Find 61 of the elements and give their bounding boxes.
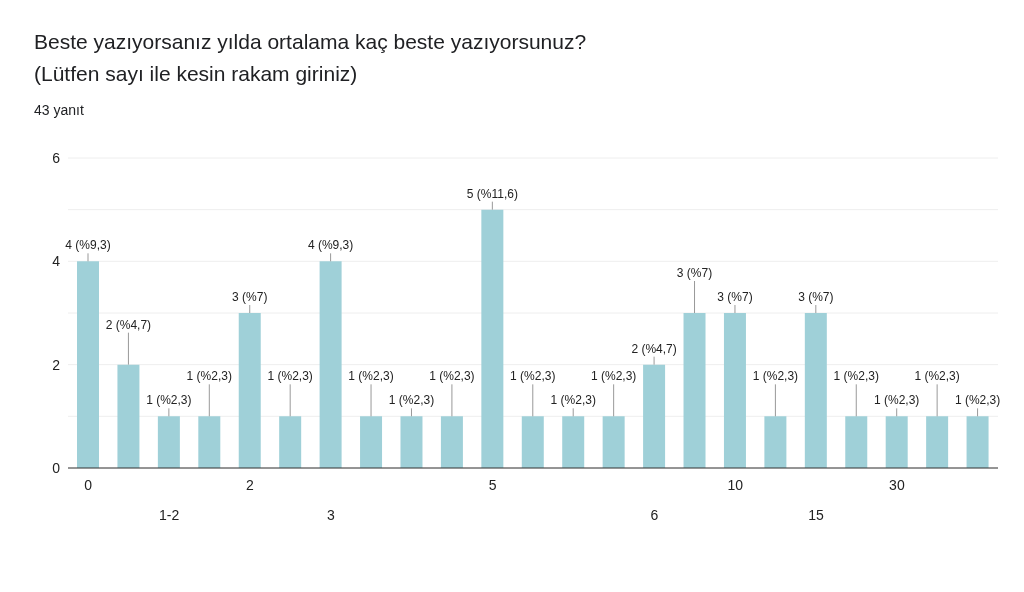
data-label: 5 (%11,6): [466, 186, 518, 201]
bar: [77, 261, 99, 468]
bar: [157, 416, 180, 468]
x-tick-label: 0: [84, 477, 93, 493]
x-tick-label: 10: [727, 477, 744, 493]
bar: [400, 416, 423, 468]
data-label: 1 (%2,3): [267, 369, 313, 384]
bar: [966, 416, 989, 468]
bar: [198, 416, 221, 468]
data-label: 3 (%7): [798, 290, 834, 304]
data-label: 3 (%7): [232, 290, 268, 304]
bar: [481, 209, 504, 468]
data-label: 1 (%2,3): [752, 369, 799, 384]
bar: [279, 416, 302, 468]
bar: [723, 313, 746, 468]
y-tick-label: 6: [52, 149, 61, 166]
x-tick-label: 2: [246, 477, 255, 493]
x-tick-label: 1-2: [158, 507, 180, 523]
x-tick-label: 15: [808, 507, 825, 523]
data-label: 2 (%4,7): [631, 341, 677, 356]
y-tick-label: 0: [52, 459, 61, 476]
data-label: 1 (%2,3): [590, 369, 637, 384]
data-label: 1 (%2,3): [954, 393, 1001, 408]
data-label: 1 (%2,3): [388, 393, 435, 408]
data-label: 2 (%4,7): [105, 317, 152, 332]
bar: [319, 261, 342, 468]
data-label: 4 (%9,3): [65, 238, 111, 253]
y-tick-label: 2: [52, 356, 61, 373]
data-label: 1 (%2,3): [510, 369, 556, 384]
data-label: 1 (%2,3): [429, 369, 475, 384]
bar: [683, 313, 706, 468]
y-tick-label: 4: [52, 253, 61, 270]
bar: [117, 364, 140, 468]
bar: [804, 313, 827, 468]
data-label: 4 (%9,3): [307, 238, 354, 253]
data-label: 1 (%2,3): [550, 393, 596, 408]
bar: [440, 416, 463, 468]
x-tick-label: 3: [326, 507, 335, 523]
bar: [238, 313, 261, 468]
data-label: 1 (%2,3): [186, 369, 232, 384]
data-label: 1 (%2,3): [874, 393, 920, 408]
bar: [562, 416, 585, 468]
bar: [602, 416, 625, 468]
data-label: 1 (%2,3): [348, 369, 394, 384]
bar: [521, 416, 544, 468]
bar: [926, 416, 949, 468]
data-label: 3 (%7): [676, 266, 713, 280]
data-label: 1 (%2,3): [914, 369, 960, 384]
x-tick-label: 5: [488, 477, 497, 493]
data-label: 1 (%2,3): [833, 369, 879, 384]
chart-subtitle: 43 yanıt: [33, 101, 85, 118]
data-label: 1 (%2,3): [146, 393, 192, 408]
data-label: 3 (%7): [717, 290, 753, 304]
bar: [885, 416, 908, 468]
bar: [845, 416, 868, 468]
chart-title: Beste yazıyorsanız yılda ortalama kaç beste yazıyorsunuz? (Lütfen sayı ile kesin rakam giriniz): [33, 29, 588, 87]
bar: [643, 364, 666, 468]
x-tick-label: 6: [650, 507, 659, 523]
bar: [764, 416, 787, 468]
x-tick-label: 30: [889, 477, 905, 493]
bar: [360, 416, 383, 468]
